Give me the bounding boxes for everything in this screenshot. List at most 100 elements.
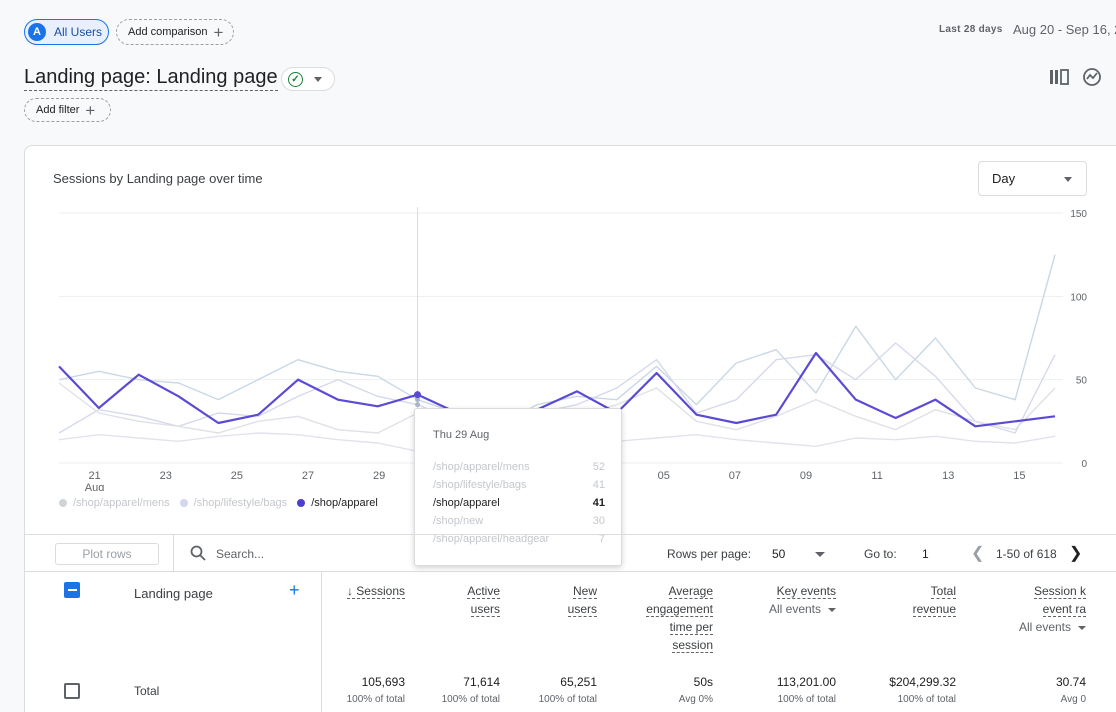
tooltip-row: /shop/lifestyle/bags 41 [433, 479, 605, 491]
x-tick-label: 09 [800, 470, 812, 482]
y-tick-label: 100 [1070, 292, 1087, 303]
metric-header-label: event ra [1042, 602, 1086, 617]
legend-dot-icon [297, 499, 306, 507]
total-percent: Avg 0 [1060, 694, 1086, 705]
legend-dot-icon [59, 499, 67, 507]
legend-label: /shop/lifestyle/bags [193, 497, 288, 509]
total-value: 30.74 [1055, 675, 1086, 689]
goto-page-input[interactable]: 1 [922, 547, 929, 561]
metric-header[interactable]: Average engagement time per session [646, 582, 713, 654]
tooltip-row-label: /shop/apparel [433, 497, 500, 509]
pagination-range: 1-50 of 618 [996, 547, 1057, 561]
tooltip-row: /shop/apparel 41 [433, 497, 605, 509]
chevron-down-icon [1078, 625, 1086, 630]
event-filter-dropdown[interactable]: All events [1019, 618, 1086, 636]
rows-per-page-label: Rows per page: [667, 547, 752, 561]
chevron-down-icon[interactable] [815, 552, 825, 557]
total-row-label: Total [134, 684, 160, 698]
tooltip-row-value: 41 [592, 479, 605, 491]
metric-header[interactable]: Session k event ra All events [1019, 582, 1086, 636]
legend-label: /shop/apparel/mens [73, 497, 170, 509]
tooltip-row-label: /shop/apparel/headgear [433, 533, 550, 545]
chevron-right-icon[interactable]: ❯ [1069, 545, 1083, 562]
x-tick-label: 15 [1013, 470, 1025, 482]
granularity-value: Day [992, 171, 1016, 186]
total-cell: 113,201.00 100% of total [777, 675, 836, 705]
plus-icon: + [213, 22, 224, 42]
metric-header-label: users [470, 602, 500, 617]
x-tick-label: 27 [302, 470, 314, 482]
metric-header[interactable]: ↓ Sessions [346, 582, 405, 600]
row-checkbox[interactable] [64, 683, 80, 699]
event-filter-dropdown[interactable]: All events [769, 600, 836, 618]
add-comparison-button[interactable]: Add comparison + [116, 19, 234, 45]
add-comparison-label: Add comparison [128, 26, 208, 38]
sessions-line-chart[interactable]: 05010015021Aug23252729310203050709111315 [25, 201, 1116, 491]
tooltip-row-value: 41 [592, 497, 605, 509]
metric-header[interactable]: Active users [467, 582, 500, 618]
dimension-header[interactable]: Landing page [134, 586, 213, 601]
compare-columns-icon[interactable] [1048, 66, 1070, 88]
legend-label: /shop/apparel [311, 497, 378, 509]
metric-header-label: Average [668, 584, 713, 599]
x-tick-label: 23 [160, 470, 172, 482]
report-status-dropdown[interactable]: ✓ [281, 67, 335, 91]
table-toolbar: Plot rows Search... Rows per page: 50 Go… [25, 534, 1116, 572]
add-dimension-icon[interactable]: + [289, 580, 300, 600]
x-tick-label: 05 [658, 470, 670, 482]
chevron-down-icon [1064, 177, 1072, 182]
metric-header[interactable]: New users [567, 582, 597, 618]
total-value: 105,693 [361, 675, 405, 689]
page-title[interactable]: Landing page: Landing page [24, 66, 278, 91]
legend-dot-icon [179, 499, 188, 507]
tooltip-row-value: 7 [598, 533, 605, 545]
select-all-checkbox[interactable] [64, 582, 80, 598]
x-tick-label: 25 [231, 470, 243, 482]
x-tick-sublabel: Aug [85, 482, 105, 491]
segment-avatar: A [28, 23, 46, 41]
hover-point [415, 402, 421, 408]
add-filter-button[interactable]: Add filter + [24, 98, 111, 122]
date-range-label: Last 28 days [939, 24, 1003, 35]
tooltip-date: Thu 29 Aug [433, 429, 490, 441]
hover-point [415, 397, 421, 403]
metric-header[interactable]: Total revenue [912, 582, 956, 618]
chevron-left-icon[interactable]: ❮ [971, 545, 985, 562]
metric-header-label: time per [669, 620, 713, 635]
total-cell: 50s Avg 0% [679, 675, 713, 705]
granularity-select[interactable]: Day [978, 161, 1087, 196]
total-cell: 30.74 Avg 0 [1056, 675, 1086, 705]
plot-rows-button[interactable]: Plot rows [55, 543, 159, 565]
metric-header-label: revenue [912, 602, 956, 617]
tooltip-row-value: 52 [592, 461, 605, 473]
metric-header-label: New [572, 584, 597, 599]
tooltip-row: /shop/apparel/headgear 7 [433, 533, 605, 545]
insights-icon[interactable] [1081, 66, 1103, 88]
series-line-shop-apparel[interactable] [58, 351, 1056, 428]
total-value: 71,614 [463, 675, 500, 689]
event-filter-label: All events [768, 602, 821, 616]
date-range-picker[interactable]: Aug 20 - Sep 16, 2 [1013, 22, 1116, 37]
metric-header[interactable]: Key events All events [769, 582, 836, 618]
rows-per-page-select[interactable]: 50 [772, 547, 786, 561]
divider [173, 535, 174, 572]
legend-item[interactable]: /shop/apparel/mens [59, 497, 170, 509]
metric-header-label: engagement [646, 602, 713, 617]
tooltip-row: /shop/new 30 [433, 515, 605, 527]
table-search-input[interactable]: Search... [216, 547, 265, 561]
metric-header-label: Key events [776, 584, 836, 599]
y-tick-label: 50 [1076, 376, 1088, 387]
report-card: Sessions by Landing page over time Day 0… [24, 145, 1116, 712]
x-tick-label: 21 [88, 470, 100, 482]
chevron-down-icon [828, 607, 836, 612]
legend-item[interactable]: /shop/lifestyle/bags [179, 497, 288, 509]
tooltip-row: /shop/apparel/mens 52 [433, 461, 605, 473]
total-percent: 100% of total [441, 694, 500, 705]
segment-chip-all-users[interactable]: A All Users [24, 19, 109, 45]
legend-item[interactable]: /shop/apparel [297, 497, 378, 509]
total-cell: 71,614 100% of total [442, 675, 500, 705]
y-tick-label: 150 [1070, 209, 1087, 220]
search-icon[interactable] [190, 545, 206, 566]
total-cell: 65,251 100% of total [539, 675, 597, 705]
y-tick-label: 0 [1081, 459, 1087, 470]
